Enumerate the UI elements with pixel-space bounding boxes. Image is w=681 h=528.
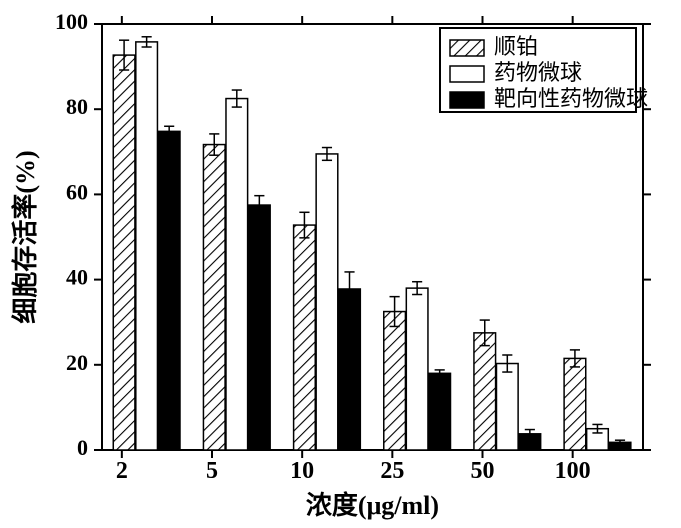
bar xyxy=(564,358,586,450)
y-axis-label: 细胞存活率(%) xyxy=(10,150,40,323)
bar xyxy=(339,289,361,450)
x-axis-label: 浓度(μg/ml) xyxy=(306,490,439,520)
xtick-label: 50 xyxy=(471,458,495,484)
legend-swatch xyxy=(450,66,484,82)
legend-label: 靶向性药物微球 xyxy=(494,86,648,111)
ytick-label: 100 xyxy=(55,9,88,34)
ytick-label: 80 xyxy=(66,94,88,119)
bar xyxy=(406,288,428,450)
bar xyxy=(136,42,158,450)
xtick-label: 25 xyxy=(380,458,404,484)
ytick-label: 40 xyxy=(66,265,88,290)
xtick-label: 100 xyxy=(555,458,591,484)
xtick-label: 2 xyxy=(116,458,128,484)
legend-label: 药物微球 xyxy=(494,60,582,85)
bar xyxy=(496,364,518,450)
bar xyxy=(384,312,406,450)
bar xyxy=(429,373,451,450)
legend-swatch xyxy=(450,92,484,108)
bar xyxy=(203,145,225,450)
legend-label: 顺铂 xyxy=(494,34,538,59)
bar xyxy=(226,99,248,450)
xtick-label: 10 xyxy=(290,458,314,484)
bar xyxy=(294,225,316,450)
bar xyxy=(474,333,496,450)
viability-bar-chart: 020406080100细胞存活率(%)25102550100浓度(μg/ml)… xyxy=(0,0,681,528)
ytick-label: 60 xyxy=(66,179,88,204)
bar xyxy=(158,131,180,450)
ytick-label: 0 xyxy=(77,435,88,460)
bar xyxy=(113,55,135,450)
xtick-label: 5 xyxy=(206,458,218,484)
ytick-label: 20 xyxy=(66,350,88,375)
bar xyxy=(249,205,271,450)
legend-swatch xyxy=(450,40,484,56)
bar xyxy=(316,154,338,450)
